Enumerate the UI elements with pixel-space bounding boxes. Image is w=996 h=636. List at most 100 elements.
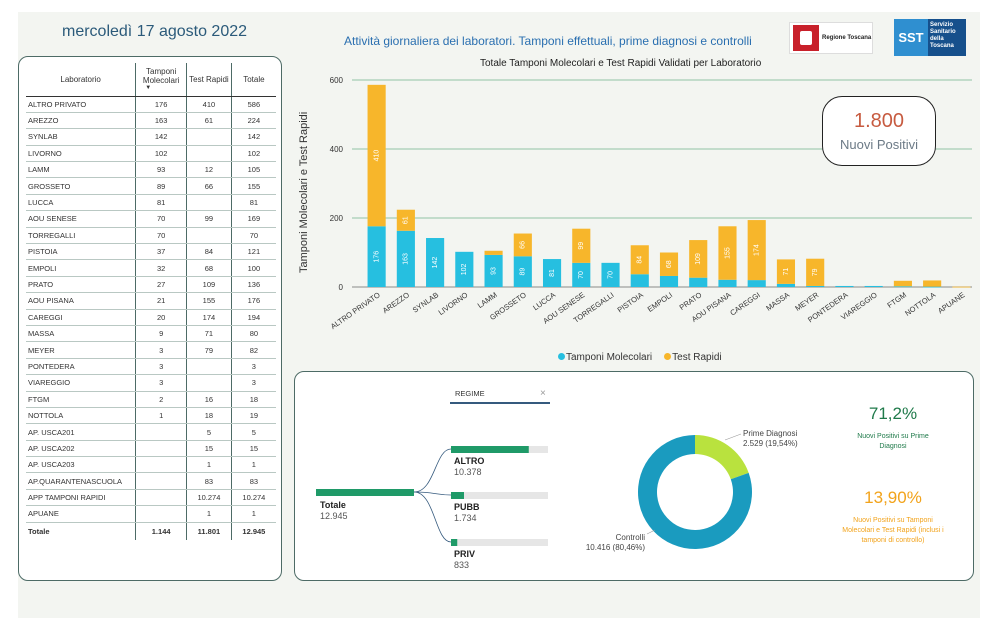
sort-desc-icon: ▼ xyxy=(145,85,152,92)
table-row[interactable]: PRATO 27 109 136 xyxy=(26,276,276,294)
cell-totale: 586 xyxy=(230,96,276,113)
table-row[interactable]: PISTOIA 37 84 121 xyxy=(26,243,276,261)
branch-label: PUBB xyxy=(454,502,480,512)
bar-test-rapidi xyxy=(718,226,737,280)
kpi-pct-tamponi-label: Nuovi Positivi su Tamponi Molecolari e T… xyxy=(842,517,944,544)
root-bar xyxy=(316,489,414,496)
table-row[interactable]: LUCCA 81 81 xyxy=(26,194,276,212)
table-row[interactable]: EMPOLI 32 68 100 xyxy=(26,259,276,277)
column-header-laboratorio[interactable]: Laboratorio xyxy=(26,63,136,97)
donut-slice xyxy=(695,435,749,480)
bar-molecolari xyxy=(572,262,591,287)
table-row[interactable]: FTGM 2 16 18 xyxy=(26,391,276,408)
cell-test-rapidi: 1 xyxy=(186,456,232,474)
cell-tamponi: 2 xyxy=(135,391,187,408)
bar-data-label: 61 xyxy=(403,216,410,224)
table-row[interactable]: AREZZO 163 61 224 xyxy=(26,112,276,130)
cell-laboratorio: PISTOIA xyxy=(26,243,136,261)
table-row[interactable]: AP. USCA201 5 5 xyxy=(26,423,276,441)
table-row[interactable]: AP. USCA202 15 15 xyxy=(26,440,276,458)
cell-tamponi: 32 xyxy=(135,259,187,277)
bar-molecolari xyxy=(601,262,620,287)
table-row[interactable]: PONTEDERA 3 3 xyxy=(26,358,276,376)
cell-totale: 18 xyxy=(230,391,276,408)
cell-tamponi xyxy=(135,456,187,474)
bar-data-label: 163 xyxy=(403,253,410,265)
bar-data-label: 89 xyxy=(520,268,527,276)
tree-connector xyxy=(413,448,452,493)
cell-totale: 1 xyxy=(230,456,276,474)
table-total-row[interactable]: Totale 1.144 11.801 12.945 xyxy=(26,521,276,541)
table-row[interactable]: AP.QUARANTENASCUOLA 83 83 xyxy=(26,472,276,490)
table-row[interactable]: SYNLAB 142 142 xyxy=(26,128,276,146)
table-row[interactable]: MEYER 3 79 82 xyxy=(26,341,276,359)
column-header-test-rapidi[interactable]: Test Rapidi xyxy=(186,63,232,97)
cell-tamponi: 1 xyxy=(135,407,187,425)
cell-test-rapidi: 155 xyxy=(186,292,232,310)
regime-filter-label[interactable]: REGIME xyxy=(455,389,485,398)
table-row[interactable]: AP. USCA203 1 1 xyxy=(26,456,276,474)
bar-test-rapidi xyxy=(893,280,912,287)
cell-tamponi xyxy=(135,505,187,523)
bar-data-label: 174 xyxy=(754,244,761,256)
cell-laboratorio: NOTTOLA xyxy=(26,407,136,425)
bar-data-label: 142 xyxy=(432,257,439,269)
cell-laboratorio: MEYER xyxy=(26,341,136,359)
column-header-tamponi[interactable]: Tamponi Molecolari ▼ xyxy=(135,63,187,97)
cell-tamponi: 176 xyxy=(135,96,187,113)
table-row[interactable]: VIAREGGIO 3 3 xyxy=(26,374,276,392)
bar-data-label: 102 xyxy=(461,263,468,275)
table-row[interactable]: NOTTOLA 1 18 19 xyxy=(26,407,276,425)
table-row[interactable]: LAMM 93 12 105 xyxy=(26,161,276,179)
clear-filter-icon[interactable]: × xyxy=(540,388,546,399)
kpi-pct-prime-diagnosi: 71,2% Nuovi Positivi su Prime Diagnosi xyxy=(843,404,943,452)
table-row[interactable]: AOU PISANA 21 155 176 xyxy=(26,292,276,310)
cell-totale: 70 xyxy=(230,227,276,245)
pegasus-flag-icon xyxy=(793,25,819,51)
cell-laboratorio: LUCCA xyxy=(26,194,136,212)
bar-molecolari xyxy=(718,279,737,287)
table-row[interactable]: GROSSETO 89 66 155 xyxy=(26,177,276,195)
branch-label: ALTRO xyxy=(454,456,484,466)
table-row[interactable]: MASSA 9 71 80 xyxy=(26,325,276,343)
table-row[interactable]: AOU SENESE 70 99 169 xyxy=(26,210,276,228)
cell-test-rapidi: 66 xyxy=(186,177,232,195)
table-row[interactable]: APP TAMPONI RAPIDI 10.274 10.274 xyxy=(26,489,276,507)
cell-test-rapidi: 18 xyxy=(186,407,232,425)
bar-data-label: 176 xyxy=(373,251,380,263)
report-date: mercoledì 17 agosto 2022 xyxy=(62,23,248,40)
cell-laboratorio: AP. USCA201 xyxy=(26,423,136,441)
legend-item-test-rapidi[interactable]: Test Rapidi xyxy=(664,352,722,363)
cell-tamponi: 93 xyxy=(135,161,187,179)
legend-item-molecolari[interactable]: Tamponi Molecolari xyxy=(558,352,652,363)
bar-molecolari xyxy=(484,254,503,287)
kpi-pct-tamponi-value: 13,90% xyxy=(864,488,922,507)
bar-test-rapidi xyxy=(396,209,415,231)
table-row[interactable]: TORREGALLI 70 70 xyxy=(26,227,276,245)
cell-test-rapidi xyxy=(186,145,232,163)
bar-test-rapidi xyxy=(952,286,971,288)
bar-data-label: 70 xyxy=(607,271,614,279)
cell-laboratorio: MASSA xyxy=(26,325,136,343)
cell-test-rapidi: 1 xyxy=(186,505,232,523)
cell-tamponi: 1.144 xyxy=(135,521,187,541)
bar-test-rapidi xyxy=(572,228,591,263)
cell-test-rapidi: 109 xyxy=(186,276,232,294)
column-header-totale[interactable]: Totale xyxy=(230,63,276,97)
bar-molecolari xyxy=(367,226,386,287)
table-row[interactable]: APUANE 1 1 xyxy=(26,505,276,523)
table-row[interactable]: LIVORNO 102 102 xyxy=(26,145,276,163)
y-tick-label: 600 xyxy=(330,76,344,85)
bar-data-label: 93 xyxy=(490,267,497,275)
cell-laboratorio: VIAREGGIO xyxy=(26,374,136,392)
table-row[interactable]: ALTRO PRIVATO 176 410 586 xyxy=(26,96,276,113)
table-row[interactable]: CAREGGI 20 174 194 xyxy=(26,309,276,326)
cell-totale: 1 xyxy=(230,505,276,523)
cell-test-rapidi: 16 xyxy=(186,391,232,408)
cell-tamponi: 70 xyxy=(135,210,187,228)
cell-tamponi: 21 xyxy=(135,292,187,310)
sst-mark: SST xyxy=(894,19,928,56)
cell-tamponi: 3 xyxy=(135,374,187,392)
bar-test-rapidi xyxy=(659,252,679,276)
cell-tamponi: 27 xyxy=(135,276,187,294)
